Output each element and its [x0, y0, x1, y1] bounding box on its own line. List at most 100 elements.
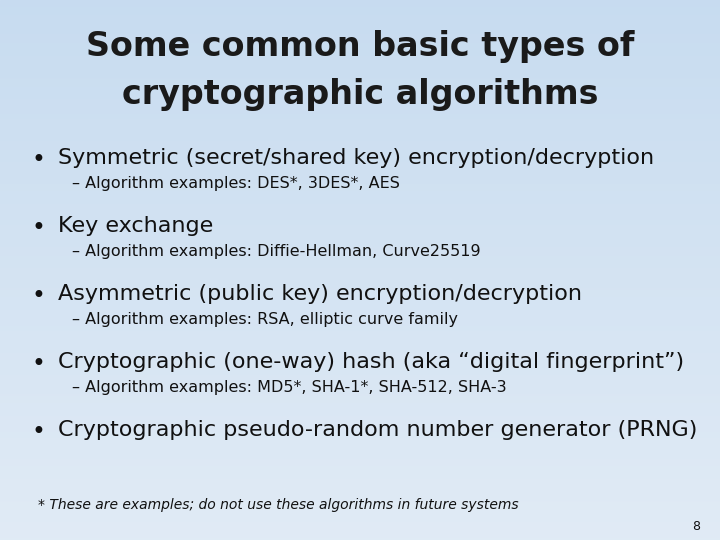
Bar	[0, 162, 720, 164]
Bar	[0, 331, 720, 333]
Bar	[0, 417, 720, 420]
Bar	[0, 90, 720, 92]
Bar	[0, 185, 720, 187]
Bar	[0, 531, 720, 533]
Bar	[0, 155, 720, 157]
Bar	[0, 306, 720, 308]
Bar	[0, 223, 720, 225]
Bar	[0, 491, 720, 493]
Bar	[0, 450, 720, 452]
Bar	[0, 511, 720, 513]
Bar	[0, 366, 720, 367]
Bar	[0, 398, 720, 400]
Bar	[0, 228, 720, 231]
Bar	[0, 455, 720, 457]
Bar	[0, 139, 720, 140]
Bar	[0, 452, 720, 454]
Bar	[0, 275, 720, 277]
Bar	[0, 115, 720, 117]
Bar	[0, 448, 720, 450]
Bar	[0, 344, 720, 346]
Bar	[0, 436, 720, 437]
Bar	[0, 482, 720, 484]
Bar	[0, 117, 720, 119]
Bar	[0, 146, 720, 147]
Bar	[0, 304, 720, 306]
Bar	[0, 72, 720, 74]
Bar	[0, 376, 720, 378]
Bar	[0, 470, 720, 471]
Bar	[0, 444, 720, 447]
Bar	[0, 518, 720, 520]
Bar	[0, 412, 720, 414]
Bar	[0, 180, 720, 182]
Bar	[0, 515, 720, 517]
Bar	[0, 517, 720, 518]
Bar	[0, 317, 720, 319]
Bar	[0, 274, 720, 275]
Bar	[0, 409, 720, 410]
Bar	[0, 501, 720, 502]
Bar	[0, 25, 720, 27]
Bar	[0, 502, 720, 504]
Text: Symmetric (secret/shared key) encryption/decryption: Symmetric (secret/shared key) encryption…	[58, 148, 654, 168]
Bar	[0, 106, 720, 108]
Bar	[0, 299, 720, 301]
Bar	[0, 315, 720, 317]
Bar	[0, 135, 720, 137]
Bar	[0, 524, 720, 525]
Bar	[0, 234, 720, 236]
Bar	[0, 200, 720, 201]
Bar	[0, 81, 720, 83]
Bar	[0, 488, 720, 490]
Bar	[0, 245, 720, 247]
Bar	[0, 261, 720, 263]
Bar	[0, 349, 720, 351]
Bar	[0, 2, 720, 4]
Bar	[0, 367, 720, 369]
Bar	[0, 113, 720, 115]
Text: – Algorithm examples: Diffie-Hellman, Curve25519: – Algorithm examples: Diffie-Hellman, Cu…	[72, 244, 481, 259]
Bar	[0, 169, 720, 171]
Bar	[0, 466, 720, 468]
Bar	[0, 497, 720, 498]
Bar	[0, 93, 720, 96]
Bar	[0, 506, 720, 508]
Bar	[0, 11, 720, 12]
Bar	[0, 59, 720, 61]
Bar	[0, 493, 720, 495]
Bar	[0, 99, 720, 101]
Bar	[0, 441, 720, 443]
Bar	[0, 88, 720, 90]
Bar	[0, 23, 720, 25]
Bar	[0, 477, 720, 479]
Bar	[0, 45, 720, 47]
Bar	[0, 292, 720, 293]
Bar	[0, 270, 720, 272]
Bar	[0, 258, 720, 259]
Bar	[0, 47, 720, 49]
Bar	[0, 110, 720, 112]
Bar	[0, 528, 720, 529]
Bar	[0, 471, 720, 474]
Bar	[0, 243, 720, 245]
Bar	[0, 86, 720, 88]
Bar	[0, 126, 720, 128]
Bar	[0, 421, 720, 423]
Bar	[0, 285, 720, 286]
Bar	[0, 396, 720, 398]
Bar	[0, 131, 720, 133]
Bar	[0, 369, 720, 371]
Bar	[0, 297, 720, 299]
Bar	[0, 513, 720, 515]
Bar	[0, 184, 720, 185]
Bar	[0, 538, 720, 540]
Bar	[0, 85, 720, 86]
Bar	[0, 423, 720, 425]
Text: Some common basic types of: Some common basic types of	[86, 30, 634, 63]
Text: •: •	[31, 352, 45, 376]
Bar	[0, 525, 720, 528]
Bar	[0, 167, 720, 169]
Bar	[0, 79, 720, 81]
Bar	[0, 201, 720, 204]
